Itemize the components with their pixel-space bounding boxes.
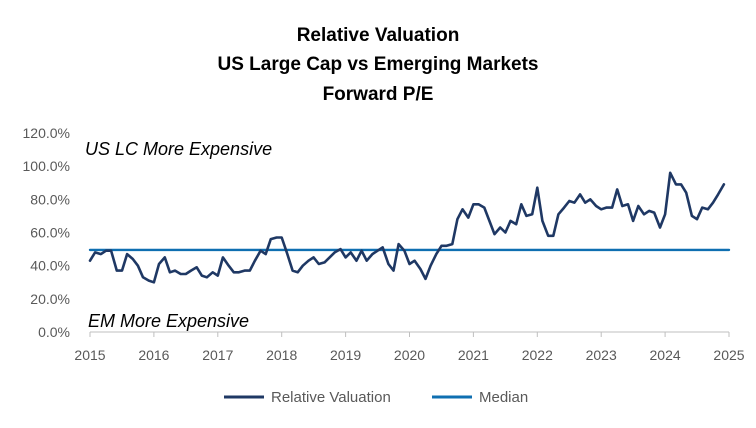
x-tick-label: 2017 xyxy=(202,347,233,363)
y-tick-label: 40.0% xyxy=(30,258,70,274)
annotation-em-more-expensive: EM More Expensive xyxy=(88,311,249,331)
legend-label-relative-valuation: Relative Valuation xyxy=(271,389,391,406)
chart-title: Relative Valuation US Large Cap vs Emerg… xyxy=(218,25,539,105)
x-axis: 2015 2016 2017 2018 2019 2020 2021 2022 2023 2024… xyxy=(74,331,745,363)
legend: Relative Valuation Median xyxy=(224,389,528,406)
y-tick-label: 120.0% xyxy=(23,125,70,141)
y-tick-label: 80.0% xyxy=(30,191,70,207)
x-tick-label: 2020 xyxy=(394,347,425,363)
chart-title-line-2: US Large Cap vs Emerging Markets xyxy=(218,54,539,75)
x-tick-label: 2021 xyxy=(458,347,489,363)
y-axis: 0.0% 20.0% 40.0% 60.0% 80.0% 100.0% 120.0% xyxy=(23,125,70,340)
x-tick-label: 2023 xyxy=(586,347,617,363)
x-tick-label: 2022 xyxy=(522,347,553,363)
y-tick-label: 100.0% xyxy=(23,158,70,174)
series-layer xyxy=(88,171,731,284)
x-tick-label: 2019 xyxy=(330,347,361,363)
y-tick-label: 0.0% xyxy=(38,324,70,340)
x-tick-label: 2025 xyxy=(713,347,744,363)
x-tick-label: 2016 xyxy=(138,347,169,363)
x-tick-label: 2015 xyxy=(74,347,105,363)
x-tick-label: 2024 xyxy=(650,347,681,363)
series-line-relative-valuation xyxy=(88,171,726,284)
x-tick-label: 2018 xyxy=(266,347,297,363)
annotation-us-lc-more-expensive: US LC More Expensive xyxy=(85,139,272,159)
y-tick-label: 20.0% xyxy=(30,291,70,307)
chart-title-line-3: Forward P/E xyxy=(323,84,434,105)
y-tick-label: 60.0% xyxy=(30,225,70,241)
legend-label-median: Median xyxy=(479,389,528,406)
chart-title-line-1: Relative Valuation xyxy=(297,25,460,46)
